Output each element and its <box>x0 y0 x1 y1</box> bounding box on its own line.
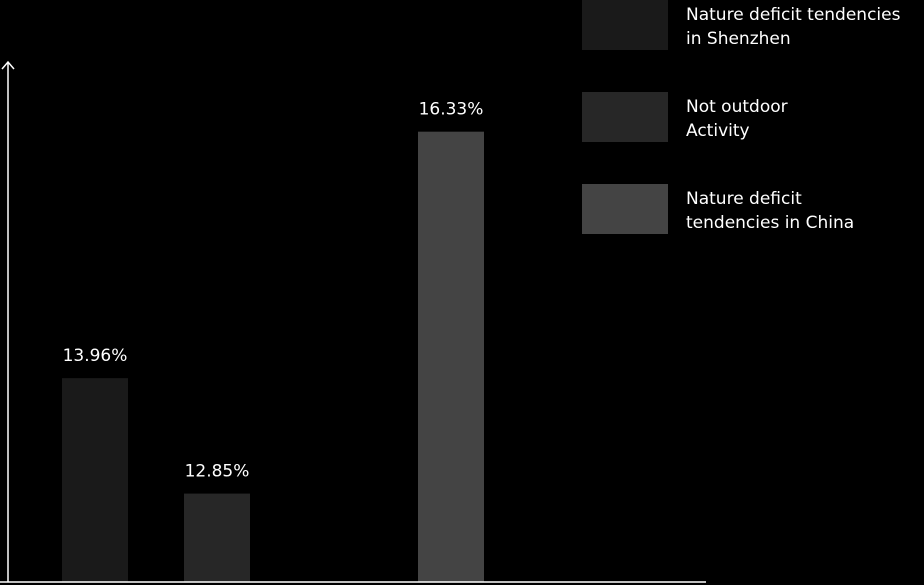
legend-label: Nature deficit tendencies in China <box>686 189 855 233</box>
legend-label: Nature deficit tendencies in Shenzhen <box>686 5 901 49</box>
legend-swatch <box>582 184 668 234</box>
legend-item: Nature deficit tendencies in China <box>582 184 924 234</box>
value-label: 16.33% <box>419 100 484 120</box>
bar <box>418 131 484 582</box>
value-label: 13.96% <box>63 346 128 366</box>
y-axis-arrow <box>1 60 15 70</box>
legend-item: Nature deficit tendencies in Shenzhen <box>582 0 924 50</box>
bar <box>184 493 250 582</box>
legend-swatch <box>582 0 668 50</box>
value-label: 12.85% <box>185 462 250 482</box>
legend-swatch <box>582 92 668 142</box>
legend-label: Not outdoor Activity <box>686 97 788 141</box>
bar <box>62 378 128 582</box>
legend-item: Not outdoor Activity <box>582 92 924 142</box>
